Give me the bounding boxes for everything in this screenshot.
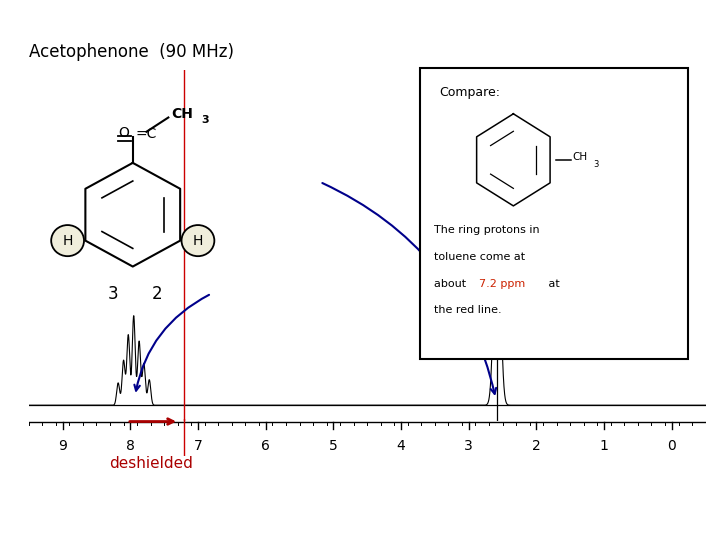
Text: toluene come at: toluene come at xyxy=(434,252,525,262)
FancyBboxPatch shape xyxy=(420,68,688,359)
Text: 5: 5 xyxy=(329,440,338,453)
Text: CH: CH xyxy=(171,106,193,120)
Text: =C: =C xyxy=(135,127,157,141)
Text: 4: 4 xyxy=(397,440,405,453)
Text: H: H xyxy=(193,234,203,248)
Text: 7: 7 xyxy=(194,440,202,453)
Text: 3: 3 xyxy=(464,440,473,453)
Text: 3: 3 xyxy=(593,160,599,169)
Text: deshielded: deshielded xyxy=(109,456,192,471)
Circle shape xyxy=(51,225,84,256)
Text: Compare:: Compare: xyxy=(439,85,500,99)
Text: 2: 2 xyxy=(532,440,541,453)
Text: 2: 2 xyxy=(152,285,163,303)
Text: at: at xyxy=(545,279,559,289)
Text: H: H xyxy=(63,234,73,248)
Text: 3: 3 xyxy=(497,145,508,163)
Text: the red line.: the red line. xyxy=(434,305,502,315)
Text: 7.2 ppm: 7.2 ppm xyxy=(480,279,526,289)
Text: 6: 6 xyxy=(261,440,270,453)
Circle shape xyxy=(181,225,215,256)
Text: 3: 3 xyxy=(108,285,119,303)
Text: 3: 3 xyxy=(201,115,209,125)
Text: The ring protons in: The ring protons in xyxy=(434,225,540,235)
Text: 0: 0 xyxy=(667,440,676,453)
Text: O: O xyxy=(118,126,129,140)
Text: 9: 9 xyxy=(58,440,67,453)
Text: Acetophenone  (90 MHz): Acetophenone (90 MHz) xyxy=(29,43,234,61)
Text: CH: CH xyxy=(572,152,588,162)
Text: 8: 8 xyxy=(126,440,135,453)
Text: 1: 1 xyxy=(600,440,608,453)
Text: about: about xyxy=(434,279,469,289)
